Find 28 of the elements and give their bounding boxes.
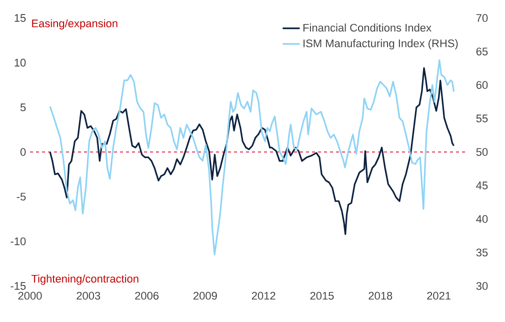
x-tick-label: 2006	[135, 292, 159, 300]
x-tick-label: 2000	[18, 292, 42, 300]
annotation: Easing/expansion	[32, 19, 118, 30]
y2-tick-label: 35	[476, 248, 488, 256]
y-tick-label: 0	[20, 148, 26, 156]
y-tick-label: 5	[20, 104, 26, 112]
y2-tick-label: 55	[476, 114, 488, 122]
x-tick-label: 2003	[76, 292, 100, 300]
y2-tick-label: 60	[476, 81, 488, 89]
y-tick-label: -10	[10, 237, 26, 246]
y-tick-label: 15	[14, 14, 26, 22]
y-tick-label: -5	[16, 192, 26, 201]
x-tick-label: 2021	[427, 292, 450, 300]
y-tick-label: -15	[10, 282, 26, 290]
y2-tick-label: 30	[476, 282, 488, 290]
y2-tick-label: 50	[476, 148, 488, 156]
y2-tick-label: 40	[476, 215, 488, 223]
legend-label: ISM Manufacturing Index (RHS)	[304, 39, 458, 50]
annotation: Tightening/contraction	[31, 274, 138, 285]
x-tick-label: 2009	[194, 292, 217, 300]
y2-tick-label: 45	[476, 182, 488, 190]
legend-label: Financial Conditions Index	[303, 24, 432, 32]
y2-tick-label: 65	[476, 48, 488, 56]
x-tick-label: 2015	[310, 292, 334, 300]
x-tick-label: 2012	[252, 292, 276, 300]
y2-tick-label: 70	[476, 14, 488, 22]
y-tick-label: 10	[14, 58, 26, 67]
x-tick-label: 2018	[368, 292, 392, 300]
